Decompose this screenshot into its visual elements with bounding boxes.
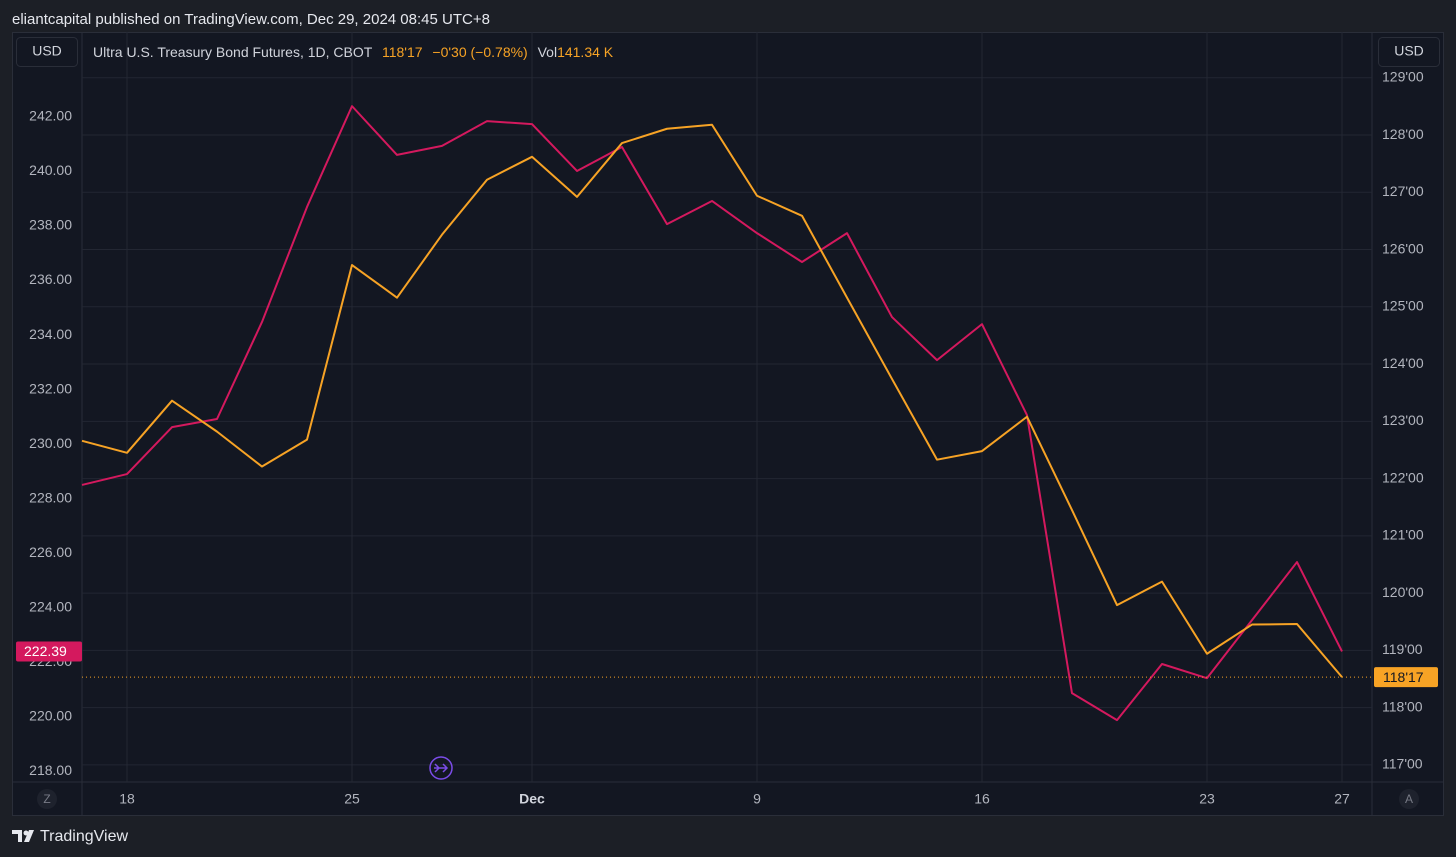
- last-value-label: 222.39: [24, 643, 67, 659]
- y2-tick-label: 121'00: [1382, 527, 1424, 543]
- currency-label: USD: [1394, 43, 1424, 59]
- axes: 218.00220.00222.00224.00226.00228.00230.…: [16, 69, 1438, 807]
- last-value-badge: [16, 641, 82, 662]
- y2-tick-label: 123'00: [1382, 412, 1424, 428]
- y-tick-label: 232.00: [29, 380, 72, 396]
- chart-panel: [12, 32, 1444, 816]
- legend-symbol: Ultra U.S. Treasury Bond Futures, 1D, CB…: [93, 44, 373, 60]
- goto-arrow: [434, 763, 449, 773]
- published-note: eliantcapital published on TradingView.c…: [12, 11, 490, 28]
- x-tick-label: 16: [974, 791, 990, 807]
- y2-tick-label: 126'00: [1382, 240, 1424, 256]
- y2-tick-label: 128'00: [1382, 126, 1424, 142]
- y2-tick-label: 127'00: [1382, 183, 1424, 199]
- goto-circle: [429, 756, 453, 780]
- y-tick-label: 218.00: [29, 762, 72, 778]
- x-tick-label: 25: [344, 791, 360, 807]
- y-tick-label: 220.00: [29, 707, 72, 723]
- auto-button[interactable]: [1399, 789, 1419, 809]
- series-line: [81, 123, 1343, 678]
- x-tick-label: Dec: [519, 791, 545, 807]
- last-value-label: 118'17: [1383, 669, 1424, 685]
- auto-label: A: [1405, 792, 1413, 806]
- y-tick-label: 228.00: [29, 489, 72, 505]
- y2-tick-label: 119'00: [1382, 641, 1423, 657]
- y-tick-label: 236.00: [29, 271, 72, 287]
- y-tick-label: 240.00: [29, 162, 72, 178]
- legend-volume: 141.34 K: [557, 44, 614, 60]
- grid: [82, 32, 1372, 782]
- y2-tick-label: 129'00: [1382, 69, 1424, 85]
- legend: Ultra U.S. Treasury Bond Futures, 1D, CB…: [93, 44, 614, 60]
- x-tick-label: 9: [753, 791, 761, 807]
- logo-dot: [23, 830, 29, 836]
- currency-label: USD: [32, 43, 62, 59]
- brand-name: TradingView: [40, 828, 128, 845]
- y2-tick-label: 122'00: [1382, 469, 1424, 485]
- y2-tick-label: 117'00: [1382, 756, 1423, 772]
- y-tick-label: 238.00: [29, 217, 72, 233]
- x-tick-label: 18: [119, 791, 135, 807]
- plot: [81, 105, 1372, 722]
- y-tick-label: 234.00: [29, 326, 72, 342]
- x-tick-label: 23: [1199, 791, 1215, 807]
- y-tick-label: 226.00: [29, 544, 72, 560]
- legend-volume-label: Vol: [538, 44, 557, 60]
- y-tick-label: 224.00: [29, 598, 72, 614]
- y2-tick-label: 120'00: [1382, 584, 1424, 600]
- y2-tick-label: 125'00: [1382, 298, 1424, 314]
- y-tick-label: 242.00: [29, 108, 72, 124]
- currency-button[interactable]: [1378, 37, 1440, 67]
- currency-button[interactable]: [16, 37, 78, 67]
- y2-tick-label: 124'00: [1382, 355, 1424, 371]
- zoom-button[interactable]: [37, 789, 57, 809]
- goto-icon[interactable]: [429, 756, 453, 780]
- brand-logo: [12, 830, 34, 842]
- legend-last: 118'17: [382, 44, 423, 60]
- y-tick-label: 230.00: [29, 435, 72, 451]
- y2-tick-label: 118'00: [1382, 698, 1423, 714]
- series-line: [81, 105, 1343, 722]
- zoom-label: Z: [43, 792, 50, 806]
- legend-change: −0'30 (−0.78%): [432, 44, 527, 60]
- last-value-badge: [1374, 667, 1438, 688]
- x-tick-label: 27: [1334, 791, 1350, 807]
